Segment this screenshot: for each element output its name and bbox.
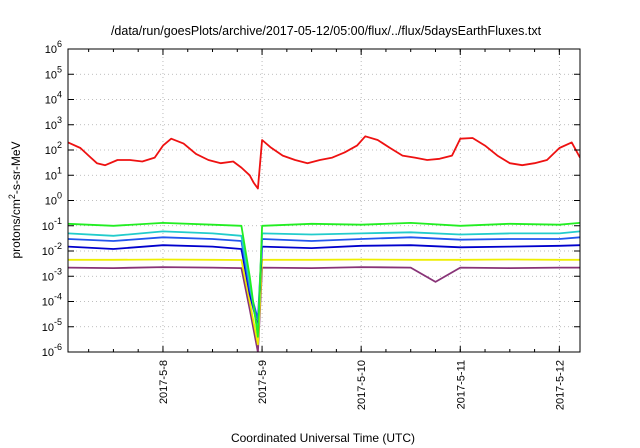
x-tick-label: 2017-5-9 [257,360,269,404]
y-tick-label: 10-5 [42,317,62,334]
y-tick-label: 10-1 [42,216,62,233]
series-line [68,244,580,328]
y-tick-label: 10-6 [42,342,62,359]
series-layer [68,135,580,352]
y-tick-label: 10-2 [42,241,62,258]
x-tick-label: 2017-5-8 [158,360,170,404]
y-axis-label: protons/cm2-s-sr-MeV [7,141,23,258]
y-axis-label-rest: -s-sr-MeV [9,141,23,194]
y-ticks: 10-6 10-5 10-4 10-3 10-2 10-1 100 101 102 103 104 1… [42,39,580,359]
series-line [68,221,580,338]
y-tick-label: 101 [45,165,62,182]
x-axis-label: Coordinated Universal Time (UTC) [231,431,415,445]
series-line [68,236,580,321]
x-tick-label: 2017-5-12 [554,360,566,410]
y-tick-label: 10-4 [42,292,62,309]
x-tick-label: 2017-5-10 [356,360,368,410]
y-tick-label: 103 [45,115,62,132]
y-tick-label: 100 [45,191,62,208]
series-line [68,135,580,190]
y-axis-label-base: protons/cm [9,199,23,258]
y-tick-label: 104 [45,90,62,107]
x-ticks: 2017-5-8 2017-5-9 2017-5-10 2017-5-11 2017-5… [88,49,566,410]
y-tick-label: 10-3 [42,266,62,283]
y-tick-label: 102 [45,140,62,157]
x-tick-label: 2017-5-11 [455,360,467,409]
y-axis-label-sup: 2 [7,194,17,199]
y-tick-label: 105 [45,64,62,81]
grid [68,49,580,352]
chart-title: /data/run/goesPlots/archive/2017-05-12/0… [111,24,542,38]
y-tick-label: 106 [45,39,62,56]
series-line [68,258,580,346]
series-line [68,266,580,352]
